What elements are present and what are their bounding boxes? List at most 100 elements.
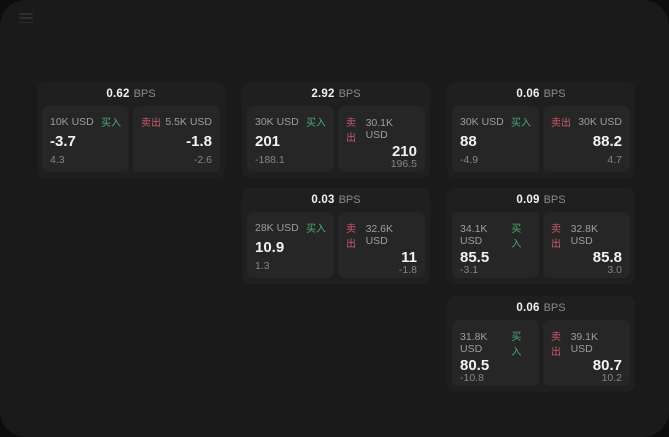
buy-price: 88 <box>460 133 477 151</box>
sell-panel-header: 卖出 32.8K USD <box>551 220 622 250</box>
buy-amount: 10K USD <box>50 115 94 128</box>
buy-amount: 28K USD <box>255 221 299 234</box>
buy-side-label: 买入 <box>511 118 531 129</box>
buy-amount: 30K USD <box>460 115 504 128</box>
sell-amount: 5.5K USD <box>165 115 212 128</box>
buy-side-label: 买入 <box>306 224 326 235</box>
buy-panel-header: 10K USD 买入 <box>50 114 121 130</box>
buy-side-label: 买入 <box>306 118 326 129</box>
bps-unit-label: BPS <box>338 88 361 100</box>
buy-amount: 31.8K USD <box>460 331 488 355</box>
bps-unit-label: BPS <box>543 194 566 206</box>
buy-panel-header: 31.8K USD 买入 <box>460 328 531 358</box>
sell-amount: 39.1K USD <box>570 331 599 355</box>
sell-sub-value: 3.0 <box>607 264 622 276</box>
buy-panel[interactable]: 28K USD 买入 10.9 1.3 <box>247 212 334 278</box>
buy-price: 80.5 <box>460 357 490 374</box>
sell-panel[interactable]: 卖出 39.1K USD 80.7 10.2 <box>543 320 630 386</box>
buy-panel-header: 28K USD 买入 <box>255 220 326 236</box>
buy-sub-value: -188.1 <box>255 153 285 166</box>
sell-side-label: 卖出 <box>141 118 161 129</box>
buy-panel-header: 30K USD 买入 <box>255 114 326 130</box>
sell-amount: 30K USD <box>578 115 622 128</box>
card-body: 30K USD 买入 201 -188.1 卖出 30.1K USD 210 1… <box>242 106 430 172</box>
buy-amount: 34.1K USD <box>460 223 488 247</box>
buy-sub-value: -10.8 <box>460 372 484 384</box>
bps-value: 0.09 <box>516 194 540 206</box>
buy-panel[interactable]: 30K USD 买入 88 -4.9 <box>452 106 539 172</box>
buy-side-label: 买入 <box>511 332 522 358</box>
sell-amount: 32.6K USD <box>365 223 394 247</box>
bps-unit-label: BPS <box>338 194 361 206</box>
sell-panel[interactable]: 卖出 30K USD 88.2 4.7 <box>543 106 630 172</box>
buy-side-label: 买入 <box>101 118 121 129</box>
bps-unit-label: BPS <box>543 302 566 314</box>
card-header: 0.03 BPS <box>242 188 430 212</box>
buy-panel[interactable]: 30K USD 买入 201 -188.1 <box>247 106 334 172</box>
card-body: 28K USD 买入 10.9 1.3 卖出 32.6K USD 11 -1.8 <box>242 212 430 278</box>
sell-side-label: 卖出 <box>551 118 571 129</box>
buy-price: 10.9 <box>255 239 285 257</box>
sell-panel-header: 卖出 30.1K USD <box>346 114 417 144</box>
sell-panel[interactable]: 卖出 32.6K USD 11 -1.8 <box>338 212 425 278</box>
sell-panel-header: 卖出 5.5K USD <box>141 114 212 130</box>
card-header: 0.06 BPS <box>447 82 635 106</box>
sell-side-label: 卖出 <box>551 224 561 250</box>
sell-panel[interactable]: 卖出 32.8K USD 85.8 3.0 <box>543 212 630 278</box>
sell-panel[interactable]: 卖出 30.1K USD 210 196.5 <box>338 106 425 172</box>
sell-price: 11 <box>401 249 417 266</box>
buy-panel[interactable]: 31.8K USD 买入 80.5 -10.8 <box>452 320 539 386</box>
bps-value: 0.62 <box>106 88 130 100</box>
buy-sub-value: 1.3 <box>255 259 270 272</box>
buy-panel-header: 34.1K USD 买入 <box>460 220 531 250</box>
quote-card: 0.06 BPS 31.8K USD 买入 80.5 -10.8 卖出 39.1… <box>447 296 635 392</box>
sell-side-label: 卖出 <box>346 118 356 144</box>
buy-panel[interactable]: 10K USD 买入 -3.7 4.3 <box>42 106 129 172</box>
buy-panel[interactable]: 34.1K USD 买入 85.5 -3.1 <box>452 212 539 278</box>
bps-value: 0.06 <box>516 302 540 314</box>
sell-side-label: 卖出 <box>551 332 561 358</box>
sell-sub-value: -2.6 <box>193 153 212 166</box>
buy-panel-header: 30K USD 买入 <box>460 114 531 130</box>
hamburger-menu-icon[interactable] <box>19 13 33 23</box>
sell-sub-value: 4.7 <box>607 153 622 166</box>
sell-panel-header: 卖出 39.1K USD <box>551 328 622 358</box>
card-body: 10K USD 买入 -3.7 4.3 卖出 5.5K USD -1.8 -2.… <box>37 106 225 172</box>
card-header: 0.06 BPS <box>447 296 635 320</box>
sell-price: 85.8 <box>592 249 622 266</box>
bps-value: 2.92 <box>311 88 335 100</box>
card-body: 34.1K USD 买入 85.5 -3.1 卖出 32.8K USD 85.8… <box>447 212 635 278</box>
sell-panel[interactable]: 卖出 5.5K USD -1.8 -2.6 <box>133 106 220 172</box>
bps-value: 0.06 <box>516 88 540 100</box>
buy-sub-value: 4.3 <box>50 153 65 166</box>
buy-price: 201 <box>255 133 281 151</box>
quote-card: 0.62 BPS 10K USD 买入 -3.7 4.3 卖出 5.5K USD… <box>37 82 225 178</box>
bps-unit-label: BPS <box>133 88 156 100</box>
sell-price: -1.8 <box>186 133 212 151</box>
card-header: 0.09 BPS <box>447 188 635 212</box>
sell-amount: 30.1K USD <box>365 117 394 141</box>
sell-price: 88.2 <box>592 133 622 151</box>
sell-sub-value: 196.5 <box>390 158 417 170</box>
bps-value: 0.03 <box>311 194 335 206</box>
card-body: 31.8K USD 买入 80.5 -10.8 卖出 39.1K USD 80.… <box>447 320 635 386</box>
sell-sub-value: 10.2 <box>601 372 622 384</box>
sell-price: 210 <box>391 143 417 160</box>
sell-panel-header: 卖出 32.6K USD <box>346 220 417 250</box>
buy-price: 85.5 <box>460 249 490 266</box>
buy-price: -3.7 <box>50 133 76 151</box>
sell-panel-header: 卖出 30K USD <box>551 114 622 130</box>
bps-unit-label: BPS <box>543 88 566 100</box>
buy-amount: 30K USD <box>255 115 299 128</box>
buy-sub-value: -3.1 <box>460 264 479 276</box>
quote-card: 0.06 BPS 30K USD 买入 88 -4.9 卖出 30K USD 8… <box>447 82 635 178</box>
quote-card: 2.92 BPS 30K USD 买入 201 -188.1 卖出 30.1K … <box>242 82 430 178</box>
sell-side-label: 卖出 <box>346 224 356 250</box>
buy-sub-value: -4.9 <box>460 153 479 166</box>
sell-amount: 32.8K USD <box>570 223 599 247</box>
card-header: 0.62 BPS <box>37 82 225 106</box>
quote-card: 0.09 BPS 34.1K USD 买入 85.5 -3.1 卖出 32.8K… <box>447 188 635 284</box>
sell-price: 80.7 <box>592 357 622 374</box>
quote-card: 0.03 BPS 28K USD 买入 10.9 1.3 卖出 32.6K US… <box>242 188 430 284</box>
